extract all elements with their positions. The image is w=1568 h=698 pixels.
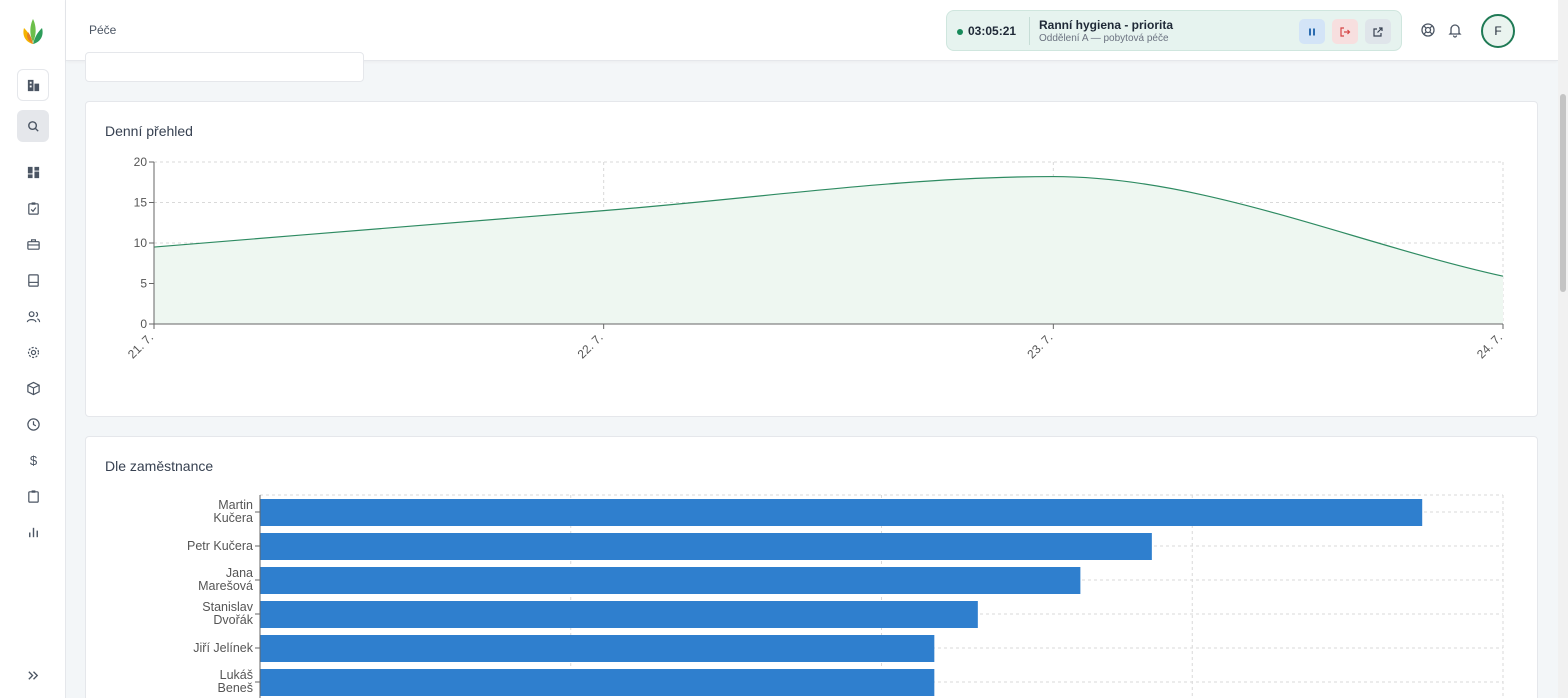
time-nav[interactable] bbox=[23, 414, 43, 434]
y-tick-label-line: Kučera bbox=[213, 511, 253, 525]
x-tick-label: 24. 7. bbox=[1474, 330, 1505, 361]
book-icon bbox=[27, 273, 39, 287]
dollar-icon: $ bbox=[29, 453, 37, 468]
y-tick-label: 15 bbox=[134, 196, 148, 210]
timer-running-indicator bbox=[957, 29, 963, 35]
bar bbox=[260, 533, 1152, 560]
dashboard-icon bbox=[27, 166, 39, 178]
bar-chart-icon bbox=[28, 527, 38, 537]
y-tick-label-line: Marešová bbox=[198, 579, 253, 593]
bar bbox=[260, 499, 1423, 526]
svg-text:$: $ bbox=[29, 453, 37, 468]
pause-icon bbox=[1309, 28, 1315, 35]
bell-icon bbox=[1448, 24, 1462, 38]
dashboard-nav[interactable] bbox=[23, 162, 43, 182]
x-tick-label: 23. 7. bbox=[1024, 330, 1055, 361]
y-tick-label: Jana Marešová bbox=[198, 566, 253, 593]
statistics-nav[interactable] bbox=[23, 522, 43, 542]
y-tick-label: Stanislav Dvořák bbox=[202, 600, 253, 627]
active-task-timer: 03:05:21 Ranní hygiena - priorita Odděle… bbox=[946, 10, 1402, 51]
by-employee-title: Dle zaměstnance bbox=[105, 458, 214, 474]
briefcase-icon bbox=[26, 238, 40, 250]
expand-sidebar-button[interactable] bbox=[23, 665, 43, 685]
daily-overview-chart: 0 5 10 15 20 21. 7. 22. 7. 23. 7. 24. 7. bbox=[125, 155, 1505, 361]
bar bbox=[260, 601, 978, 628]
settings-icon bbox=[27, 346, 39, 358]
x-tick-label: 21. 7. bbox=[125, 330, 156, 361]
user-avatar[interactable]: F bbox=[1481, 14, 1515, 48]
y-tick-label: 0 bbox=[140, 317, 147, 331]
inventory-nav[interactable] bbox=[23, 378, 43, 398]
clipboard-icon bbox=[27, 489, 39, 503]
y-tick-label: 5 bbox=[140, 277, 147, 291]
page-scrollbar[interactable] bbox=[1558, 0, 1568, 698]
settings-nav[interactable] bbox=[23, 342, 43, 362]
timer-task-department: Oddělení A — pobytová péče bbox=[1039, 33, 1169, 44]
bar bbox=[260, 669, 935, 696]
reports-nav[interactable] bbox=[23, 486, 43, 506]
series-area bbox=[154, 176, 1503, 324]
x-tick-label: 22. 7. bbox=[575, 330, 606, 361]
timer-divider bbox=[1029, 17, 1030, 45]
building-icon bbox=[27, 79, 39, 91]
users-nav[interactable] bbox=[23, 306, 43, 326]
open-task-button[interactable] bbox=[1365, 19, 1391, 44]
page-title: Péče bbox=[89, 23, 117, 37]
clock-icon bbox=[26, 417, 40, 431]
by-employee-chart: Martin Kučera Petr Kučera Jana Marešová Stani… bbox=[187, 494, 1504, 698]
y-tick-label: Jiří Jelínek bbox=[193, 641, 253, 655]
logout-icon bbox=[1340, 26, 1351, 37]
search-button[interactable] bbox=[17, 110, 49, 142]
y-tick-label: 20 bbox=[134, 155, 148, 169]
work-nav[interactable] bbox=[23, 234, 43, 254]
tasks-nav[interactable] bbox=[23, 198, 43, 218]
users-icon bbox=[26, 310, 40, 322]
daily-overview-card: Denní přehled 0 5 10 15 20 21. 7. 22. 7. 23. 7.… bbox=[85, 101, 1538, 417]
lifebuoy-icon bbox=[1421, 23, 1435, 37]
daily-overview-title: Denní přehled bbox=[105, 123, 193, 139]
summary-card-partial bbox=[85, 52, 364, 82]
y-tick-label-line: Lukáš bbox=[220, 668, 253, 682]
y-tick-label-line: Martin bbox=[218, 498, 253, 512]
y-tick-label-line: Stanislav bbox=[202, 600, 253, 614]
sidebar: $ bbox=[0, 0, 66, 698]
records-nav[interactable] bbox=[23, 270, 43, 290]
y-tick-label: 10 bbox=[134, 236, 148, 250]
y-tick-label-line: Beneš bbox=[218, 681, 253, 695]
billing-nav[interactable]: $ bbox=[23, 450, 43, 470]
y-tick-label: Lukáš Beneš bbox=[218, 668, 253, 695]
y-tick-label: Martin Kučera bbox=[213, 498, 253, 525]
stop-timer-button[interactable] bbox=[1332, 19, 1358, 44]
y-tick-label-line: Dvořák bbox=[213, 613, 253, 627]
y-tick-label-line: Jana bbox=[226, 566, 253, 580]
y-tick-label: Petr Kučera bbox=[187, 539, 253, 553]
help-button[interactable] bbox=[1419, 21, 1437, 39]
pause-timer-button[interactable] bbox=[1299, 19, 1325, 44]
scrollbar-thumb[interactable] bbox=[1560, 94, 1566, 292]
search-icon bbox=[27, 120, 39, 132]
notifications-button[interactable] bbox=[1446, 21, 1464, 39]
clipboard-check-icon bbox=[27, 201, 39, 215]
expand-icon bbox=[27, 670, 38, 680]
top-header: Péče 03:05:21 Ranní hygiena - priorita O… bbox=[66, 0, 1558, 61]
timer-task-name: Ranní hygiena - priorita bbox=[1039, 18, 1174, 32]
external-link-icon bbox=[1373, 26, 1383, 37]
building-button[interactable] bbox=[17, 69, 49, 101]
timer-elapsed: 03:05:21 bbox=[968, 24, 1017, 38]
bar bbox=[260, 567, 1081, 594]
series-line bbox=[153, 175, 1504, 277]
by-employee-card: Dle zaměstnance Martin Kučera Petr Kučera J… bbox=[85, 436, 1538, 698]
app-logo[interactable] bbox=[19, 16, 47, 46]
bar bbox=[260, 635, 935, 662]
box-icon bbox=[26, 381, 40, 395]
